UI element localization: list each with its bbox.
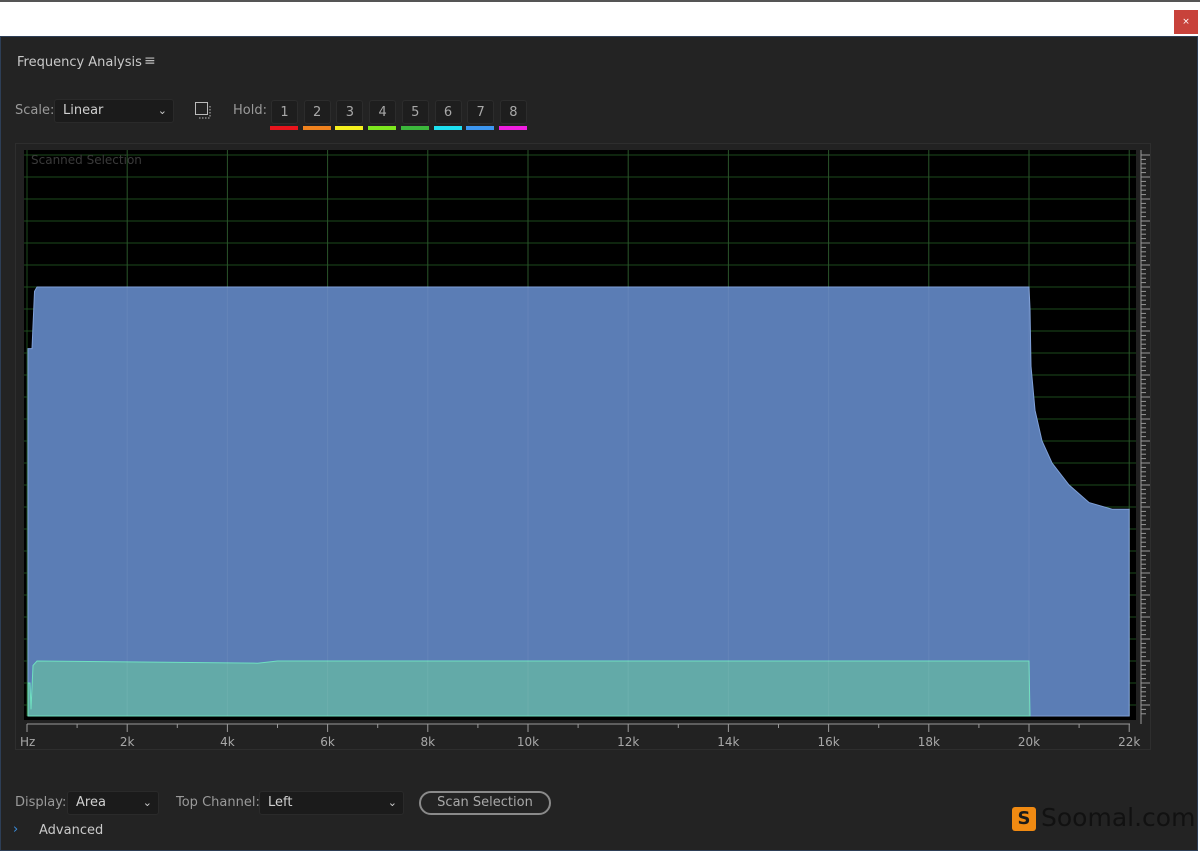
hold-label: Hold: [233, 103, 267, 118]
x-tick-label: 6k [320, 735, 335, 749]
chevron-down-icon: ⌄ [387, 796, 397, 809]
watermark-text: Soomal.com [1041, 803, 1196, 832]
panel-title: Frequency Analysis [17, 55, 142, 70]
display-value: Area [76, 795, 106, 810]
x-tick-label: 20k [1018, 735, 1040, 749]
x-tick-label: 2k [120, 735, 135, 749]
x-tick-label: 16k [817, 735, 839, 749]
hold-button-4[interactable]: 4 [369, 100, 397, 124]
hold-button-7[interactable]: 7 [467, 100, 495, 124]
hold-color-swatch [270, 126, 298, 130]
hold-color-swatch [302, 126, 331, 130]
x-tick-label: 8k [421, 735, 436, 749]
frequency-analysis-panel: Frequency Analysis ≡ Scale: Linear ⌄ Hol… [0, 36, 1198, 851]
hold-button-6[interactable]: 6 [434, 100, 462, 124]
x-tick-label: 10k [517, 735, 539, 749]
chevron-down-icon: ⌄ [142, 796, 152, 809]
top-channel-label: Top Channel: [176, 795, 260, 810]
hold-button-1[interactable]: 1 [271, 100, 298, 124]
hold-color-swatch [433, 126, 462, 130]
hold-button-5[interactable]: 5 [401, 100, 429, 124]
scale-label: Scale: [15, 103, 55, 118]
hamburger-icon[interactable]: ≡ [144, 53, 156, 69]
hold-button-3[interactable]: 3 [336, 100, 364, 124]
scale-value: Linear [63, 103, 104, 118]
soomal-logo: S [1012, 807, 1036, 831]
advanced-toggle[interactable]: Advanced [39, 823, 104, 838]
x-tick-label: 14k [717, 735, 739, 749]
display-select[interactable]: Area ⌄ [67, 791, 159, 815]
display-label: Display: [15, 795, 67, 810]
scale-select[interactable]: Linear ⌄ [54, 99, 174, 123]
x-tick-label: 18k [918, 735, 940, 749]
hold-button-2[interactable]: 2 [303, 100, 331, 124]
spectrum-area-series-1 [27, 286, 1130, 717]
x-tick-label: 22k [1118, 735, 1140, 749]
chevron-right-icon[interactable]: › [13, 822, 19, 837]
spectrum-svg: Scanned Selection Hz 2k 4k 6k 8k 10k 12k 14k 16k 1… [20, 148, 1179, 749]
advanced-selection-icon[interactable] [194, 101, 214, 121]
x-tick-label: 4k [220, 735, 235, 749]
top-channel-select[interactable]: Left ⌄ [259, 791, 404, 815]
chevron-down-icon: ⌄ [157, 104, 167, 117]
top-channel-value: Left [268, 795, 293, 810]
hold-color-swatch [368, 126, 397, 130]
spectrum-chart: Scanned Selection Hz 2k 4k 6k 8k 10k 12k 14k 16k 1… [15, 143, 1179, 750]
x-tick-label: Hz [20, 735, 35, 749]
spectrum-area-series-2 [27, 660, 1031, 717]
hold-button-8[interactable]: 8 [499, 100, 527, 124]
close-button[interactable]: × [1174, 10, 1198, 34]
hold-color-swatch [466, 126, 495, 130]
x-tick-label: 12k [617, 735, 639, 749]
hold-color-swatch [498, 126, 527, 130]
scan-selection-button[interactable]: Scan Selection [419, 791, 551, 815]
hold-color-swatch [335, 126, 364, 130]
window-titlebar: × [0, 0, 1200, 36]
hold-color-swatch [400, 126, 429, 130]
scanned-selection-label: Scanned Selection [31, 153, 142, 167]
